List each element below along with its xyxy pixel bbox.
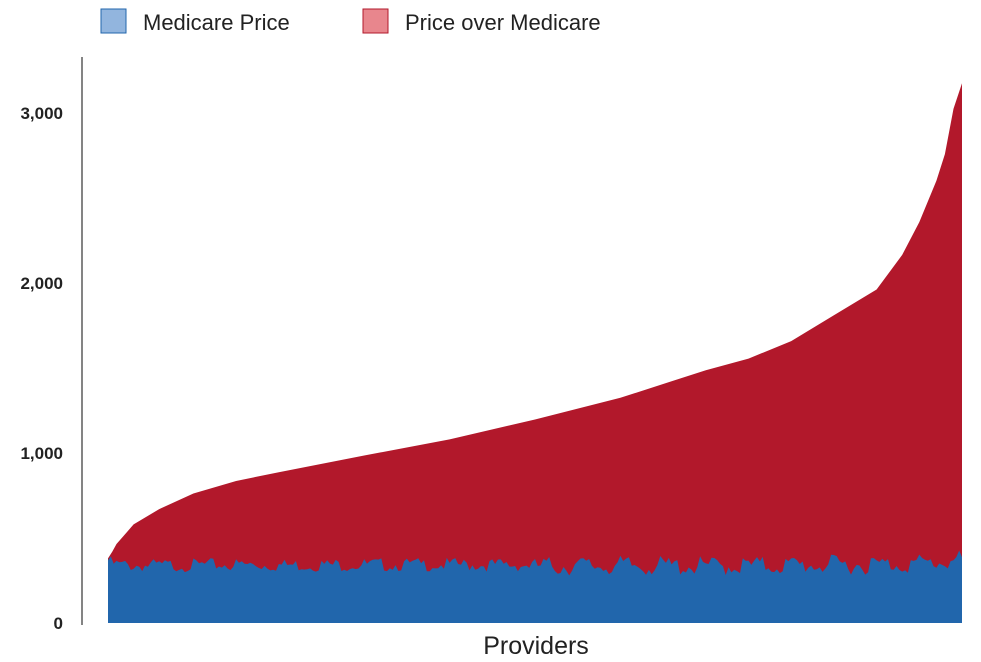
y-axis-ticks: 0 1,000 2,000 3,000 [20,104,63,633]
legend: Medicare Price Price over Medicare [100,8,601,35]
legend-swatch-price-over-medicare [362,8,389,34]
x-axis-title: Providers [483,632,589,660]
legend-label-price-over-medicare: Price over Medicare [405,10,601,35]
y-tick-label: 3,000 [20,104,63,123]
plot-areas [108,83,962,624]
area-price-over-medicare [108,83,962,624]
legend-swatch-medicare-price [100,8,127,34]
y-tick-label: 1,000 [20,444,63,463]
y-tick-label: 2,000 [20,274,63,293]
y-tick-label: 0 [54,614,63,633]
area-medicare-price [108,550,962,623]
legend-label-medicare-price: Medicare Price [143,10,290,35]
